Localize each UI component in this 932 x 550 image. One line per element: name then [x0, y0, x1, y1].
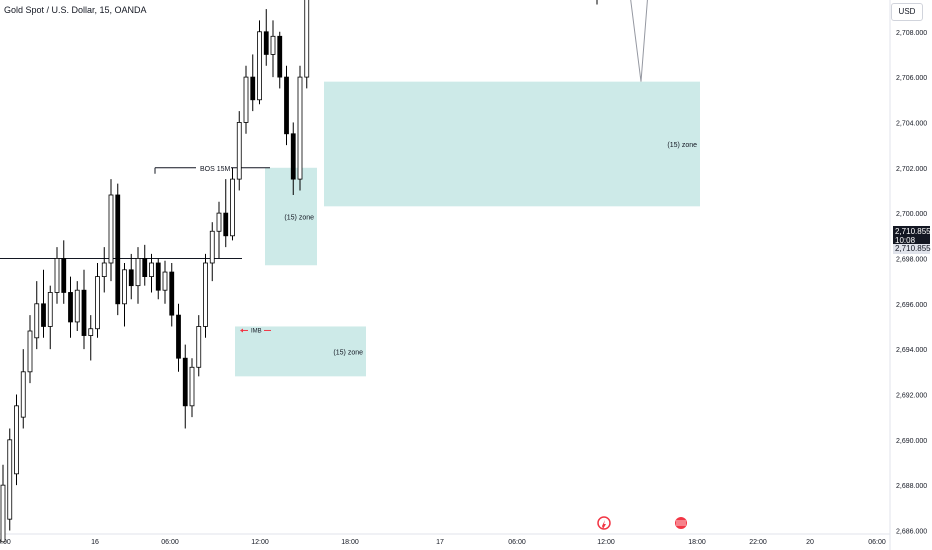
last-price-value: 2,710.855 [895, 227, 931, 236]
time-tick-label: 17 [436, 539, 444, 546]
candle-body [122, 269, 127, 305]
candle-body [88, 328, 94, 336]
candle-body [135, 258, 141, 287]
last-price-badge-2: 2,710.855 [893, 244, 931, 254]
price-tick-label: 2,704.000 [896, 120, 927, 127]
candle-body [95, 276, 100, 330]
candle-body [209, 230, 215, 264]
time-tick-label: 08:00 [0, 539, 11, 546]
candle-body [189, 366, 195, 407]
price-tick-label: 2,706.000 [896, 75, 927, 82]
time-tick-label: 22:00 [749, 539, 767, 546]
candle-body [7, 439, 13, 520]
candle-body [149, 262, 154, 277]
time-tick-label: 16 [91, 539, 99, 546]
time-tick-label: 06:00 [868, 539, 886, 546]
projection-arrow [630, 0, 648, 82]
candle-body [41, 303, 46, 327]
bos-15m-label: BOS 15M [200, 166, 231, 173]
candle-body [263, 31, 269, 55]
candle-body [20, 371, 26, 418]
candle-body [297, 76, 303, 180]
candle-body [290, 133, 296, 180]
candle-body [284, 76, 289, 135]
time-tick-label: 12:00 [597, 539, 615, 546]
price-tick-label: 2,698.000 [896, 256, 927, 263]
candle-body [34, 303, 40, 339]
candle-body [196, 326, 202, 368]
candle-body [0, 484, 6, 543]
imb-label: IMB [251, 328, 262, 334]
zone-label: (15) zone [333, 349, 363, 356]
candle-body [230, 178, 235, 237]
candle-body [182, 357, 188, 407]
bar-countdown: 10:08 [895, 236, 916, 245]
symbol-title: Gold Spot / U.S. Dollar, 15, OANDA [4, 5, 147, 15]
time-tick-label: 18:00 [341, 539, 359, 546]
price-tick-label: 2,700.000 [896, 211, 927, 218]
last-price-badge: 2,710.855 10:08 [893, 226, 931, 246]
candle-body [155, 262, 161, 291]
candle-body [101, 262, 107, 277]
candle-body [223, 212, 229, 237]
time-tick-label: 06:00 [161, 539, 179, 546]
price-tick-label: 2,692.000 [896, 392, 927, 399]
candle-body [162, 271, 168, 291]
zone-label: (15) zone [284, 215, 314, 222]
candle-body [176, 314, 181, 359]
price-tick-label: 2,702.000 [896, 166, 927, 173]
candle-body [257, 31, 262, 101]
candle-body [236, 122, 242, 180]
candle-body [81, 289, 87, 336]
flag-stripes-icon [676, 520, 686, 526]
zone-box [265, 167, 317, 266]
candle-body [203, 262, 208, 327]
imb-arrow-head [240, 328, 243, 333]
candle-body [74, 289, 80, 323]
candle-body [142, 258, 148, 277]
lightning-icon [602, 520, 606, 529]
price-tick-label: 2,690.000 [896, 438, 927, 445]
candle-body [216, 212, 222, 232]
candle-body [304, 0, 310, 78]
candle-body [243, 76, 249, 123]
candle-body [277, 35, 283, 78]
candle-body [47, 292, 53, 327]
candle-body [250, 76, 256, 101]
zone-label: (15) zone [667, 142, 697, 149]
candle-body [68, 292, 73, 323]
candle-body [108, 194, 114, 264]
candle-body [14, 405, 19, 475]
currency-button[interactable]: USD [891, 3, 923, 21]
zone-box [235, 326, 366, 377]
candle-body [169, 271, 175, 316]
candle-body [270, 35, 276, 55]
time-tick-label: 20 [806, 539, 814, 546]
time-tick-label: 06:00 [508, 539, 526, 546]
price-tick-label: 2,696.000 [896, 302, 927, 309]
price-tick-label: 2,688.000 [896, 483, 927, 490]
candle-body [128, 269, 134, 287]
candle-body [27, 330, 33, 373]
candle-body [61, 258, 67, 293]
price-tick-label: 2,694.000 [896, 347, 927, 354]
candle-body [54, 258, 60, 293]
price-tick-label: 2,708.000 [896, 30, 927, 37]
price-tick-label: 2,686.000 [896, 529, 927, 536]
time-tick-label: 18:00 [688, 539, 706, 546]
candle-body [115, 194, 121, 305]
zone-box [324, 81, 700, 207]
time-tick-label: 12:00 [251, 539, 269, 546]
